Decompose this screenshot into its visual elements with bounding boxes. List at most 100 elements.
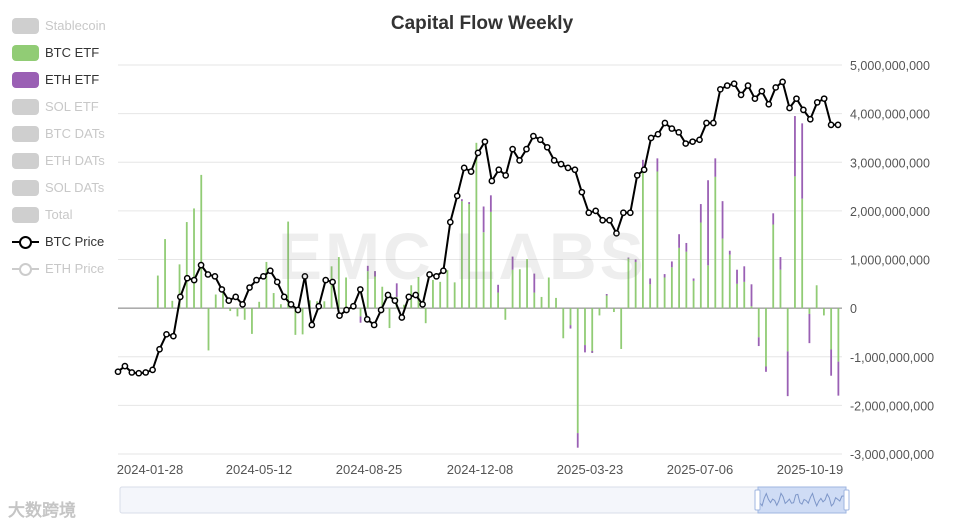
eth-etf-bar [830, 349, 833, 376]
btc-price-point [502, 171, 510, 179]
legend-line-icon [12, 234, 39, 250]
btc-etf-bar [258, 301, 261, 309]
btc-price-point [793, 95, 800, 103]
x-tick-label: 2024-08-25 [336, 462, 403, 477]
btc-etf-bar [605, 295, 608, 309]
btc-etf-bar [439, 281, 442, 309]
legend-item-total[interactable]: Total [12, 201, 106, 228]
legend-item-sol-dats[interactable]: SOL DATs [12, 174, 106, 201]
legend-swatch [12, 71, 39, 88]
btc-etf-bar [786, 308, 789, 352]
btc-etf-bar [649, 284, 652, 309]
btc-etf-bar [670, 267, 673, 309]
btc-price-point [730, 80, 738, 88]
btc-price-point [689, 138, 696, 146]
y-tick-label: 5,000,000,000 [850, 59, 930, 73]
btc-price-point [661, 119, 669, 127]
btc-price-point [703, 119, 710, 127]
eth-etf-bar [707, 180, 709, 266]
btc-price-point [426, 271, 433, 278]
btc-price-point [758, 87, 766, 95]
eth-etf-bar [663, 274, 666, 278]
btc-price-point [287, 301, 295, 308]
btc-etf-bar [388, 308, 391, 329]
btc-etf-bar [156, 275, 159, 309]
legend-label: BTC ETF [45, 45, 100, 60]
btc-price-point [640, 166, 648, 174]
btc-price-point [266, 267, 274, 275]
x-tick-label: 2025-03-23 [557, 462, 624, 477]
eth-etf-bar [584, 345, 586, 353]
btc-price-point [737, 91, 745, 99]
zoom-handle-right [843, 489, 850, 511]
legend-label: BTC Price [45, 234, 105, 249]
legend-item-stablecoin[interactable]: Stablecoin [12, 12, 106, 39]
btc-price-point [571, 166, 579, 174]
btc-price-point [343, 306, 350, 314]
btc-price-point [377, 306, 385, 314]
legend-label: SOL DATs [45, 180, 105, 195]
eth-etf-bar [837, 361, 840, 396]
legend-label: ETH DATs [45, 153, 105, 168]
btc-etf-bar [540, 296, 543, 309]
btc-etf-bar [511, 269, 514, 309]
legend-item-btc-dats[interactable]: BTC DATs [12, 120, 106, 147]
btc-price-point [163, 330, 170, 338]
legend-label: ETH ETF [45, 72, 100, 87]
btc-price-point [239, 301, 246, 308]
eth-etf-bar [757, 337, 760, 347]
btc-etf-bar [779, 269, 782, 309]
eth-etf-bar [794, 116, 796, 177]
btc-etf-bar [533, 292, 536, 309]
btc-etf-bar [569, 308, 572, 326]
eth-etf-bar [395, 283, 398, 297]
eth-etf-bar [497, 284, 499, 293]
btc-price-point [149, 366, 156, 374]
legend-item-sol-etf[interactable]: SOL ETF [12, 93, 106, 120]
btc-price-point [114, 368, 122, 376]
btc-price-point [599, 216, 606, 224]
btc-price-point [315, 302, 323, 310]
btc-price-point [176, 293, 184, 301]
btc-price-point [370, 321, 378, 329]
btc-price-point [440, 267, 447, 275]
btc-etf-bar [185, 222, 188, 309]
btc-etf-bar [837, 308, 840, 362]
legend-label: SOL ETF [45, 99, 99, 114]
y-tick-label: 2,000,000,000 [850, 205, 930, 219]
btc-price-point [696, 136, 703, 144]
btc-price-point [433, 272, 440, 280]
btc-etf-bar [251, 308, 253, 334]
btc-price-point [246, 284, 253, 291]
zoom-slider-window [757, 486, 847, 514]
legend-swatch [12, 152, 39, 169]
legend-label: Total [45, 207, 73, 222]
legend-swatch [12, 179, 39, 196]
btc-etf-bar [417, 277, 420, 309]
btc-etf-bar [265, 261, 268, 309]
legend-item-eth-price[interactable]: ETH Price [12, 255, 106, 282]
legend-item-eth-dats[interactable]: ETH DATs [12, 147, 106, 174]
legend-item-eth-etf[interactable]: ETH ETF [12, 66, 106, 93]
y-tick-label: 1,000,000,000 [850, 254, 930, 268]
btc-price-point [135, 369, 143, 377]
eth-etf-bar [649, 278, 652, 285]
btc-price-point [211, 272, 219, 280]
btc-price-point [606, 216, 613, 224]
eth-etf-bar [461, 199, 463, 202]
legend-item-btc-price[interactable]: BTC Price [12, 228, 106, 255]
btc-etf-bar [497, 292, 499, 309]
btc-etf-bar [663, 277, 666, 309]
btc-price-point [260, 272, 267, 280]
btc-price-point [391, 297, 399, 304]
eth-etf-bar [728, 250, 731, 255]
btc-etf-bar [736, 283, 738, 309]
btc-etf-bar [707, 265, 709, 309]
btc-etf-bar [272, 293, 275, 309]
btc-etf-bar [294, 308, 297, 335]
legend-line-icon [12, 261, 39, 277]
btc-etf-bar [381, 286, 384, 309]
legend-item-btc-etf[interactable]: BTC ETF [12, 39, 106, 66]
btc-etf-bar [424, 308, 427, 324]
